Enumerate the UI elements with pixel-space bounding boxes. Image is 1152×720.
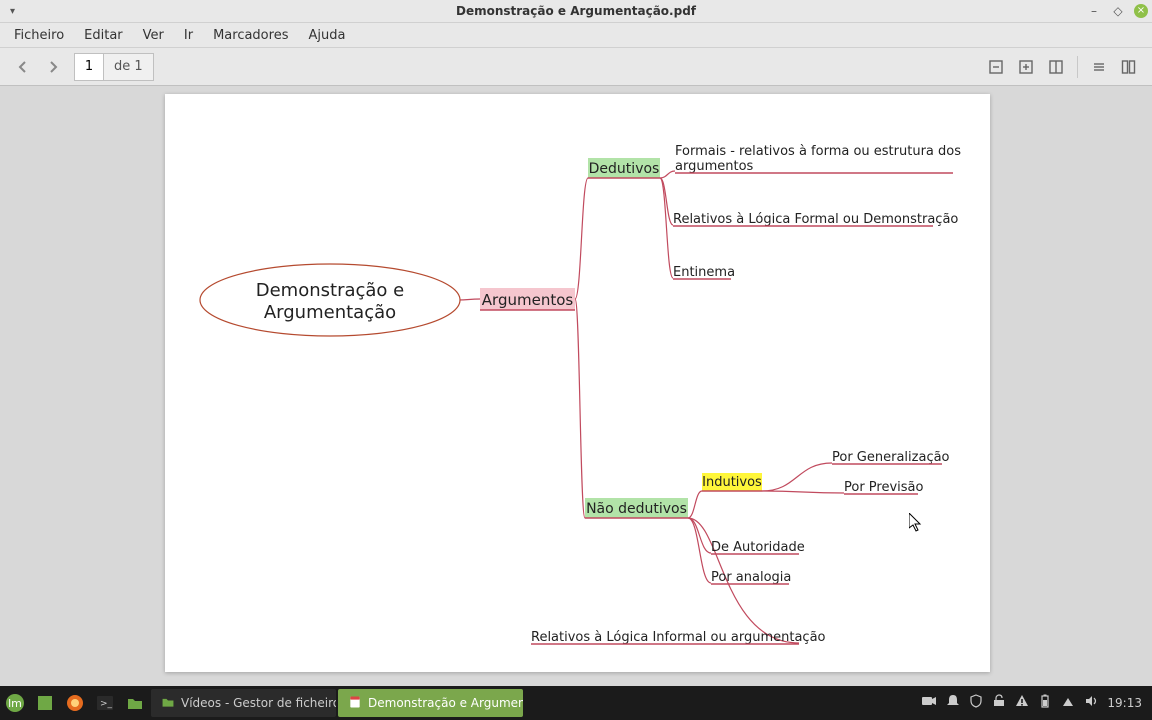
dual-page-button[interactable] bbox=[1041, 52, 1071, 82]
menu-ficheiro[interactable]: Ficheiro bbox=[4, 26, 74, 45]
show-desktop-button[interactable] bbox=[31, 689, 59, 717]
svg-text:Argumentos: Argumentos bbox=[482, 291, 574, 309]
svg-text:Por Previsão: Por Previsão bbox=[844, 480, 924, 495]
menu-marcadores[interactable]: Marcadores bbox=[203, 26, 298, 45]
window-titlebar: ▾ Demonstração e Argumentação.pdf – ◇ × bbox=[0, 0, 1152, 23]
notifications-icon[interactable] bbox=[946, 694, 960, 712]
folder-icon bbox=[161, 695, 175, 712]
document-viewport[interactable]: Demonstração eArgumentação Argumentos Dedu… bbox=[0, 86, 1152, 686]
task-label: Demonstração e Argumen... bbox=[368, 696, 523, 710]
side-pane-button[interactable] bbox=[1114, 52, 1144, 82]
clock[interactable]: 19:13 bbox=[1107, 696, 1142, 710]
menu-ir[interactable]: Ir bbox=[174, 26, 203, 45]
svg-text:lm: lm bbox=[8, 697, 22, 710]
svg-text:Por analogia: Por analogia bbox=[711, 570, 791, 585]
menu-ver[interactable]: Ver bbox=[133, 26, 174, 45]
terminal-launcher[interactable]: >_ bbox=[91, 689, 119, 717]
network-icon[interactable] bbox=[1061, 694, 1075, 712]
close-button[interactable]: × bbox=[1134, 4, 1148, 18]
window-controls: – ◇ × bbox=[1086, 3, 1148, 19]
svg-text:Formais - relativos à forma ou: Formais - relativos à forma ou estrutura… bbox=[675, 144, 961, 159]
updates-icon[interactable] bbox=[992, 694, 1006, 712]
svg-text:>_: >_ bbox=[100, 699, 113, 709]
pdf-icon bbox=[348, 695, 362, 712]
minimize-button[interactable]: – bbox=[1086, 3, 1102, 19]
svg-text:Entinema: Entinema bbox=[673, 265, 735, 280]
svg-text:argumentos: argumentos bbox=[675, 159, 754, 174]
pdf-page: Demonstração eArgumentação Argumentos Dedu… bbox=[165, 94, 990, 672]
zoom-out-button[interactable] bbox=[981, 52, 1011, 82]
camera-icon[interactable] bbox=[921, 693, 937, 713]
svg-text:De Autoridade: De Autoridade bbox=[711, 540, 805, 555]
battery-icon[interactable] bbox=[1038, 694, 1052, 712]
menubar: Ficheiro Editar Ver Ir Marcadores Ajuda bbox=[0, 23, 1152, 48]
shield-icon[interactable] bbox=[969, 694, 983, 712]
svg-text:Não dedutivos: Não dedutivos bbox=[586, 501, 687, 517]
task-file-manager[interactable]: Vídeos - Gestor de ficheiros bbox=[151, 689, 336, 717]
files-launcher[interactable] bbox=[121, 689, 149, 717]
maximize-button[interactable]: ◇ bbox=[1110, 3, 1126, 19]
page-total-label: de 1 bbox=[104, 53, 154, 81]
svg-text:Relativos à Lógica Formal ou D: Relativos à Lógica Formal ou Demonstraçã… bbox=[673, 212, 958, 227]
svg-text:Demonstração e: Demonstração e bbox=[256, 280, 405, 301]
warning-icon[interactable] bbox=[1015, 694, 1029, 712]
firefox-launcher[interactable] bbox=[61, 689, 89, 717]
task-label: Vídeos - Gestor de ficheiros bbox=[181, 696, 336, 710]
window-title: Demonstração e Argumentação.pdf bbox=[456, 4, 696, 18]
svg-text:Por Generalização: Por Generalização bbox=[832, 450, 950, 465]
mindmap-svg: Demonstração eArgumentação Argumentos Dedu… bbox=[165, 94, 990, 672]
svg-text:Indutivos: Indutivos bbox=[702, 475, 762, 490]
view-menu-button[interactable] bbox=[1084, 52, 1114, 82]
taskbar: lm >_ Vídeos - Gestor de ficheiros Demon… bbox=[0, 686, 1152, 720]
system-tray: 19:13 bbox=[921, 693, 1152, 713]
page-number-input[interactable] bbox=[74, 53, 104, 81]
window-menu-icon[interactable]: ▾ bbox=[10, 6, 15, 17]
svg-text:Argumentação: Argumentação bbox=[264, 302, 396, 323]
svg-text:Dedutivos: Dedutivos bbox=[589, 161, 660, 177]
volume-icon[interactable] bbox=[1084, 694, 1098, 712]
menu-editar[interactable]: Editar bbox=[74, 26, 133, 45]
menu-ajuda[interactable]: Ajuda bbox=[298, 26, 355, 45]
start-menu-button[interactable]: lm bbox=[1, 689, 29, 717]
svg-text:Relativos à Lógica Informal ou: Relativos à Lógica Informal ou argumenta… bbox=[531, 630, 826, 645]
back-button[interactable] bbox=[8, 52, 38, 82]
toolbar: de 1 bbox=[0, 48, 1152, 86]
zoom-in-button[interactable] bbox=[1011, 52, 1041, 82]
task-pdf-viewer[interactable]: Demonstração e Argumen... bbox=[338, 689, 523, 717]
forward-button[interactable] bbox=[38, 52, 68, 82]
